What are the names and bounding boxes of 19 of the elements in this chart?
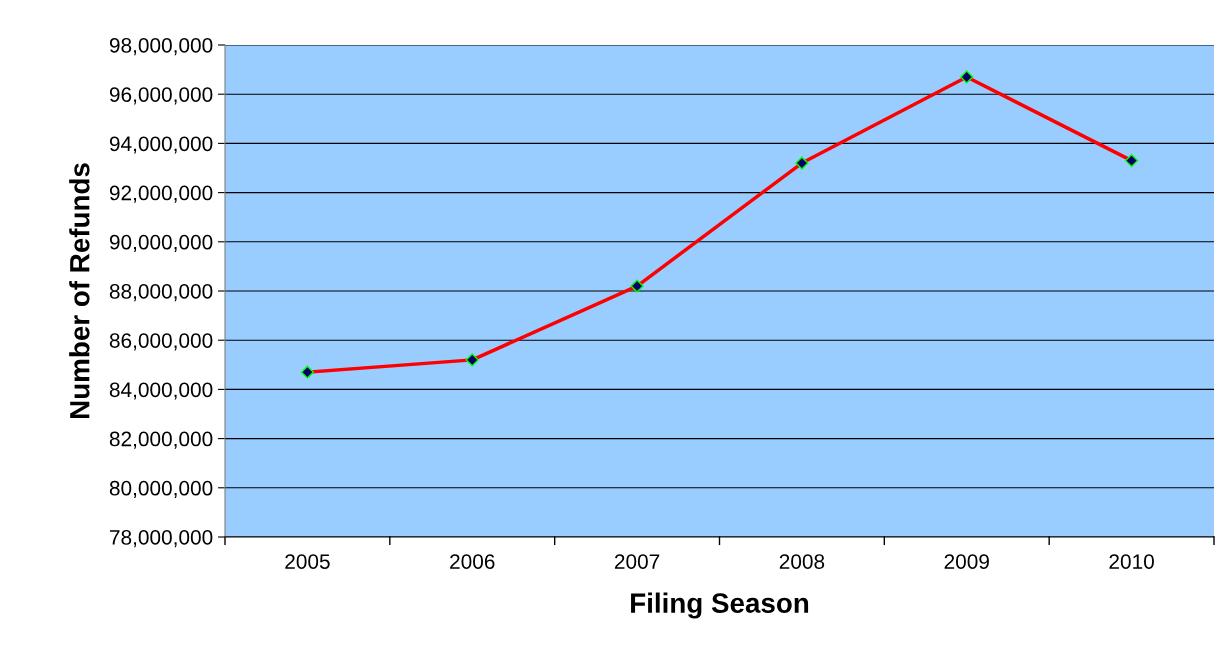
x-tick-label: 2006 [450, 554, 495, 569]
y-tick-label: 94,000,000 [109, 136, 213, 154]
x-tick-label: 2008 [779, 554, 825, 569]
x-tick-label: 2007 [614, 554, 660, 569]
y-tick-label: 98,000,000 [109, 38, 213, 56]
x-tick-label: 2005 [285, 554, 330, 569]
x-axis-title: Filing Season [631, 592, 809, 619]
y-tick-label: 82,000,000 [109, 431, 213, 449]
y-tick-label: 86,000,000 [109, 333, 213, 351]
y-axis-title: Number of Refunds [69, 163, 90, 418]
y-tick-label: 78,000,000 [110, 530, 213, 548]
x-tick-label: 2010 [1109, 554, 1154, 569]
y-tick-label: 80,000,000 [109, 480, 213, 499]
y-tick-label: 96,000,000 [109, 87, 213, 105]
y-tick-label: 90,000,000 [109, 234, 213, 253]
x-tick-label: 2009 [944, 554, 989, 569]
y-tick-label: 88,000,000 [109, 284, 213, 302]
y-tick-label: 84,000,000 [109, 382, 213, 400]
y-tick-label: 92,000,000 [109, 185, 213, 203]
